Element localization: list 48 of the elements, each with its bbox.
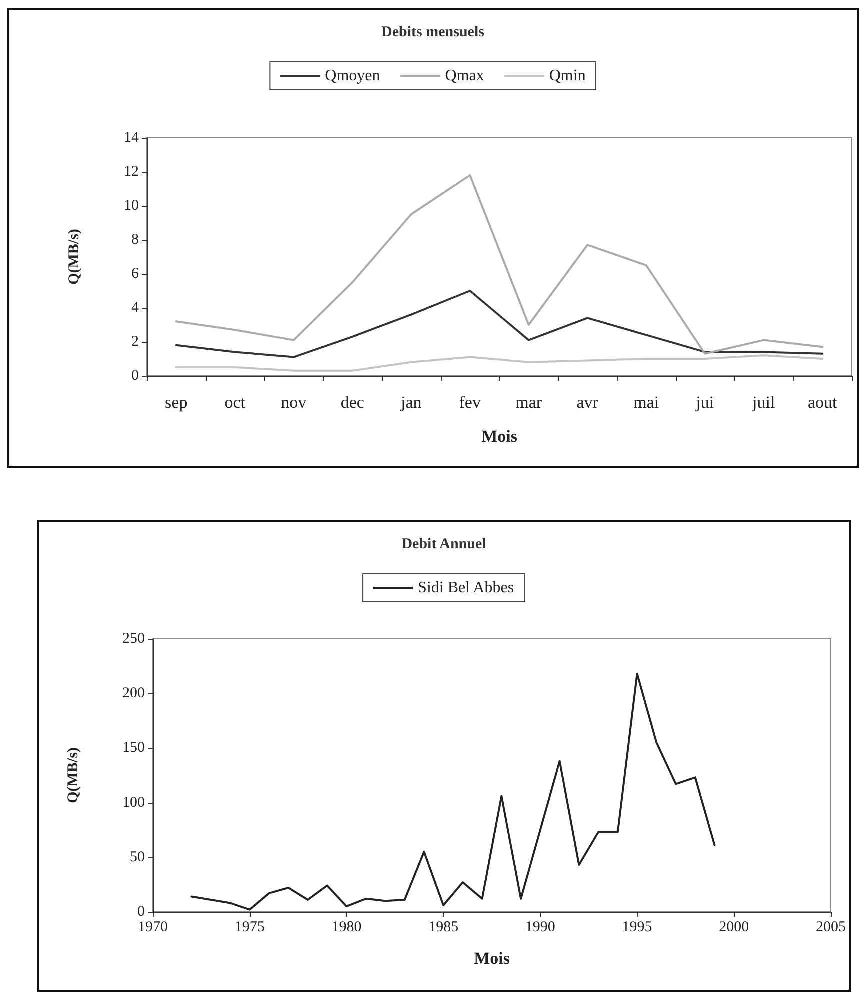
x-tick-label: 1985: [428, 920, 459, 936]
y-tick-label: 14: [124, 130, 140, 146]
x-tick-label: avr: [576, 393, 599, 412]
x-tick-label: oct: [224, 393, 246, 412]
x-tick-label: jui: [695, 393, 714, 412]
x-tick-label: 1970: [138, 920, 168, 936]
y-tick-label: 10: [124, 198, 139, 214]
x-tick-label: nov: [281, 393, 308, 412]
x-tick-label: 2000: [719, 920, 750, 936]
x-tick-label: juil: [752, 393, 776, 412]
chart-title: Debits mensuels: [382, 24, 485, 40]
x-tick-label: sep: [165, 393, 188, 412]
y-axis-title: Q(MB/s): [66, 748, 82, 804]
y-tick-label: 50: [130, 849, 145, 866]
legend-label: Qmoyen: [325, 68, 380, 84]
x-tick-label: jan: [400, 393, 422, 412]
chart-title: Debit Annuel: [402, 536, 486, 552]
x-tick-label: mar: [516, 393, 542, 412]
x-tick-label: 1995: [622, 920, 652, 936]
line-series: [190, 672, 716, 911]
line-series: [175, 290, 824, 358]
y-tick-label: 6: [132, 266, 140, 282]
y-tick-label: 2: [132, 334, 139, 350]
line-series: [175, 174, 824, 355]
y-tick-label: 8: [132, 232, 139, 248]
y-tick-label: 0: [132, 368, 139, 384]
x-tick-label: mai: [634, 393, 660, 412]
x-axis-title: Mois: [482, 427, 518, 446]
x-tick-label: 1975: [234, 920, 265, 936]
y-tick-label: 12: [124, 164, 139, 180]
y-tick-label: 150: [122, 740, 145, 756]
y-tick-label: 100: [122, 794, 145, 811]
legend-label: Qmin: [549, 68, 586, 84]
x-tick-label: 1980: [332, 920, 362, 936]
x-tick-label: fev: [459, 393, 482, 412]
y-axis-title: Q(MB/s): [66, 229, 82, 285]
line-series: [175, 354, 824, 372]
x-tick-label: dec: [340, 393, 365, 412]
y-tick-label: 0: [138, 904, 145, 920]
y-tick-label: 250: [122, 631, 145, 647]
legend-label: Sidi Bel Abbes: [418, 580, 514, 596]
x-axis-title: Mois: [474, 949, 510, 968]
legend-label: Qmax: [445, 68, 484, 84]
x-tick-label: 1990: [525, 920, 556, 936]
y-tick-label: 200: [122, 686, 145, 702]
x-tick-label: 2005: [816, 920, 846, 936]
x-tick-label: aout: [808, 393, 838, 412]
y-tick-label: 4: [132, 300, 140, 316]
